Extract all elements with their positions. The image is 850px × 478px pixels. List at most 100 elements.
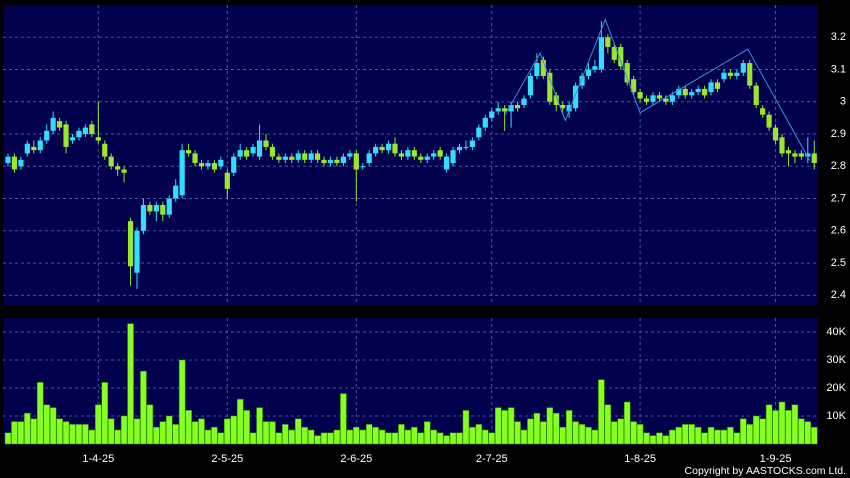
volume-bar bbox=[404, 429, 412, 445]
volume-bar bbox=[185, 410, 192, 445]
candle-body bbox=[327, 159, 334, 164]
volume-bar bbox=[172, 424, 179, 445]
candle-body bbox=[740, 63, 746, 73]
candle-body bbox=[224, 172, 230, 189]
y-tick-label: 2.8 bbox=[831, 160, 846, 172]
volume-bar bbox=[140, 370, 147, 445]
volume-bar bbox=[82, 424, 89, 445]
candle-body bbox=[766, 114, 772, 128]
volume-bar bbox=[727, 426, 734, 445]
candle-body bbox=[18, 159, 24, 167]
volume-bar bbox=[107, 418, 115, 445]
volume-bar bbox=[49, 407, 57, 445]
candle-body bbox=[63, 124, 69, 147]
volume-bar bbox=[340, 393, 347, 445]
volume-bar bbox=[24, 412, 31, 445]
candle-body bbox=[753, 85, 759, 105]
volume-bar bbox=[482, 429, 489, 445]
volume-bar bbox=[346, 429, 354, 445]
candle-body bbox=[418, 156, 424, 160]
candle-body bbox=[456, 146, 463, 151]
candle-body bbox=[482, 117, 488, 128]
candle-body bbox=[618, 46, 624, 67]
volume-bar bbox=[656, 432, 663, 445]
candle-body bbox=[463, 146, 469, 148]
candle-body bbox=[792, 153, 798, 157]
volume-bar bbox=[733, 432, 741, 445]
candle-body bbox=[398, 153, 405, 157]
candle-body bbox=[57, 121, 63, 128]
volume-bar bbox=[636, 424, 644, 445]
volume-bar bbox=[4, 432, 12, 445]
candle-body bbox=[424, 156, 430, 160]
candle-body bbox=[385, 143, 392, 151]
y-tick-label: 3 bbox=[840, 96, 846, 108]
volume-bar bbox=[282, 424, 289, 445]
volume-bar bbox=[694, 426, 702, 445]
volume-bar bbox=[365, 424, 373, 445]
candle-body bbox=[734, 72, 740, 76]
volume-bar bbox=[372, 426, 379, 445]
volume-bar bbox=[327, 432, 334, 445]
volume-bar bbox=[411, 426, 418, 445]
candle-body bbox=[108, 156, 114, 167]
volume-bar bbox=[211, 426, 218, 445]
candle-body bbox=[95, 137, 101, 141]
candle-body bbox=[44, 130, 50, 141]
candle-body bbox=[676, 88, 682, 96]
volume-bar bbox=[101, 382, 108, 445]
volume-bar bbox=[720, 429, 728, 445]
volume-bar bbox=[307, 429, 315, 445]
y-tick-label: 2.7 bbox=[831, 192, 846, 204]
volume-bar bbox=[456, 432, 463, 445]
candle-body bbox=[656, 95, 663, 99]
volume-bar bbox=[662, 435, 670, 445]
candle-body bbox=[631, 79, 637, 93]
y-tick-label: 30K bbox=[826, 354, 846, 366]
volume-bar bbox=[249, 432, 257, 445]
candle-body bbox=[102, 143, 108, 157]
candle-body bbox=[392, 143, 398, 154]
candle-body bbox=[643, 98, 650, 102]
candle-body bbox=[663, 98, 669, 102]
candle-body bbox=[514, 105, 521, 109]
volume-bar bbox=[178, 359, 186, 445]
volume-bar bbox=[417, 432, 425, 445]
candle-body bbox=[295, 153, 301, 160]
candle-body bbox=[431, 153, 437, 157]
candle-body bbox=[605, 37, 611, 47]
candle-body bbox=[24, 143, 30, 154]
volume-bar bbox=[30, 418, 38, 445]
candle-body bbox=[689, 92, 695, 96]
volume-bar bbox=[359, 429, 366, 445]
volume-bar bbox=[378, 429, 386, 445]
volume-bar bbox=[527, 418, 534, 445]
volume-bar bbox=[17, 421, 25, 445]
candle-body bbox=[379, 146, 385, 151]
volume-bar bbox=[320, 432, 328, 445]
volume-bar bbox=[88, 429, 96, 445]
volume-bar bbox=[765, 404, 773, 445]
volume-bar bbox=[740, 418, 747, 445]
volume-bar bbox=[288, 429, 296, 445]
volume-bar bbox=[256, 407, 263, 445]
volume-bar bbox=[623, 401, 631, 445]
trendline bbox=[504, 18, 811, 161]
volume-bar bbox=[759, 418, 766, 445]
candle-body bbox=[289, 156, 295, 160]
volume-bar bbox=[707, 426, 715, 445]
candle-body bbox=[747, 63, 753, 86]
candle-body bbox=[721, 72, 727, 80]
volume-bar bbox=[56, 418, 63, 445]
candle-body bbox=[714, 82, 721, 89]
volume-bar bbox=[714, 429, 721, 445]
candle-body bbox=[140, 205, 147, 231]
y-tick-label: 2.5 bbox=[831, 257, 846, 269]
volume-bar bbox=[540, 421, 547, 445]
volume-bar bbox=[469, 426, 476, 445]
candle-body bbox=[269, 146, 276, 157]
y-tick-label: 20K bbox=[826, 382, 846, 394]
volume-bar bbox=[204, 429, 212, 445]
volume-bar bbox=[449, 432, 457, 445]
